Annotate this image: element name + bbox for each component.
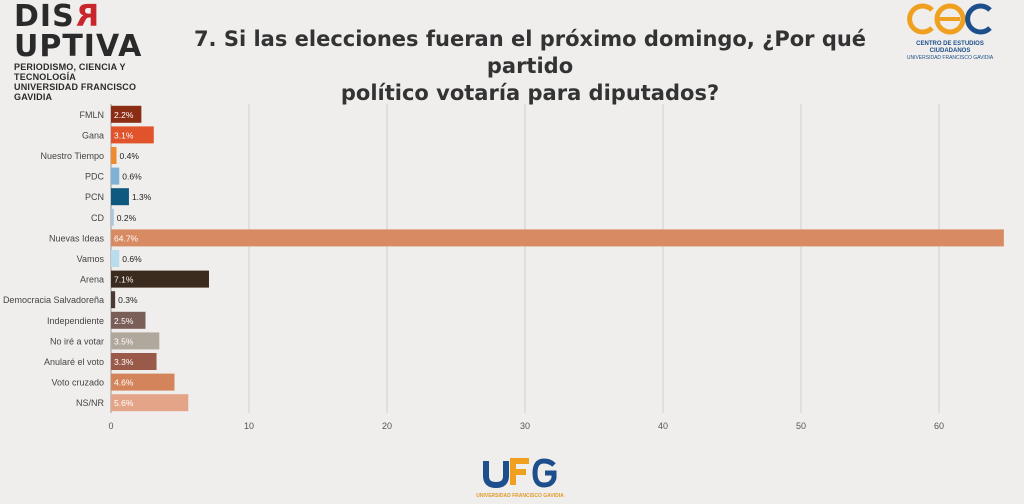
ufg-university: UNIVERSIDAD FRANCISCO GAVIDIA xyxy=(476,493,564,499)
value-label: 0.6% xyxy=(122,172,142,182)
chart-title-line-1: 7. Si las elecciones fueran el próximo d… xyxy=(193,27,867,78)
bar xyxy=(111,291,116,309)
disruptiva-wordmark: DISRUPTIVA xyxy=(14,0,143,64)
bar xyxy=(111,229,1004,247)
category-label: FMLN xyxy=(80,110,105,120)
chart-title: 7. Si las elecciones fueran el próximo d… xyxy=(160,26,900,107)
cec-university: UNIVERSIDAD FRANCISCO GAVIDIA xyxy=(906,55,994,61)
value-label: 0.6% xyxy=(122,254,142,264)
bar xyxy=(111,167,120,185)
bar xyxy=(111,394,189,412)
x-tick-label: 10 xyxy=(244,421,254,431)
value-label: 5.6% xyxy=(114,398,134,408)
cec-caption: CENTRO DE ESTUDIOS CIUDADANOS xyxy=(916,41,984,54)
x-tick-label: 60 xyxy=(934,421,944,431)
category-label: No iré a votar xyxy=(50,336,104,346)
x-tick-label: 20 xyxy=(382,421,392,431)
category-label: Nuestro Tiempo xyxy=(40,151,104,161)
category-label: Democracia Salvadoreña xyxy=(3,295,104,305)
bar xyxy=(111,188,129,206)
chart-title-line-2: político votaría para diputados? xyxy=(340,81,720,105)
category-label: Vamos xyxy=(77,254,105,264)
value-label: 7.1% xyxy=(114,275,134,285)
category-label: Independiente xyxy=(47,316,104,326)
bar xyxy=(111,270,209,288)
value-label: 3.3% xyxy=(114,357,134,367)
x-tick-label: 50 xyxy=(796,421,806,431)
bar xyxy=(111,126,154,144)
bar xyxy=(111,311,146,329)
bar xyxy=(111,208,114,226)
bar xyxy=(111,373,175,391)
value-label: 0.2% xyxy=(117,213,137,223)
disruptiva-tagline: PERIODISMO, CIENCIA Y TECNOLOGÍA xyxy=(14,62,126,82)
bar xyxy=(111,250,120,267)
x-tick-label: 40 xyxy=(658,421,668,431)
x-tick-label: 0 xyxy=(108,421,113,431)
bar xyxy=(111,147,117,164)
category-label: PCN xyxy=(85,192,104,202)
cec-logo: CENTRO DE ESTUDIOS CIUDADANOS UNIVERSIDA… xyxy=(900,0,1000,61)
disruptiva-university: UNIVERSIDAD FRANCISCO GAVIDIA xyxy=(14,82,137,102)
category-label: Gana xyxy=(82,130,104,140)
value-label: 3.1% xyxy=(114,130,134,140)
category-label: CD xyxy=(91,213,104,223)
cec-mark-icon xyxy=(907,3,992,35)
value-label: 1.3% xyxy=(132,192,152,202)
value-label: 4.6% xyxy=(114,378,134,388)
value-label: 0.3% xyxy=(118,295,138,305)
category-label: Voto cruzado xyxy=(51,378,104,388)
category-label: PDC xyxy=(85,172,105,182)
category-label: Nuevas Ideas xyxy=(49,233,105,243)
category-label: Anularé el voto xyxy=(44,357,104,367)
category-label: Arena xyxy=(80,275,104,285)
value-label: 2.2% xyxy=(114,110,134,120)
category-label: NS/NR xyxy=(76,398,105,408)
value-label: 2.5% xyxy=(114,316,134,326)
bar xyxy=(111,332,160,350)
value-label: 0.4% xyxy=(120,151,140,161)
ufg-mark-icon xyxy=(483,458,557,489)
value-label: 3.5% xyxy=(114,336,134,346)
value-label: 64.7% xyxy=(114,233,139,243)
bar xyxy=(111,353,157,370)
disruptiva-logo: DISRUPTIVA PERIODISMO, CIENCIA Y TECNOLO… xyxy=(14,0,164,102)
x-tick-label: 30 xyxy=(520,421,530,431)
bar xyxy=(111,105,142,123)
ufg-logo: UNIVERSIDAD FRANCISCO GAVIDIA xyxy=(470,458,570,499)
